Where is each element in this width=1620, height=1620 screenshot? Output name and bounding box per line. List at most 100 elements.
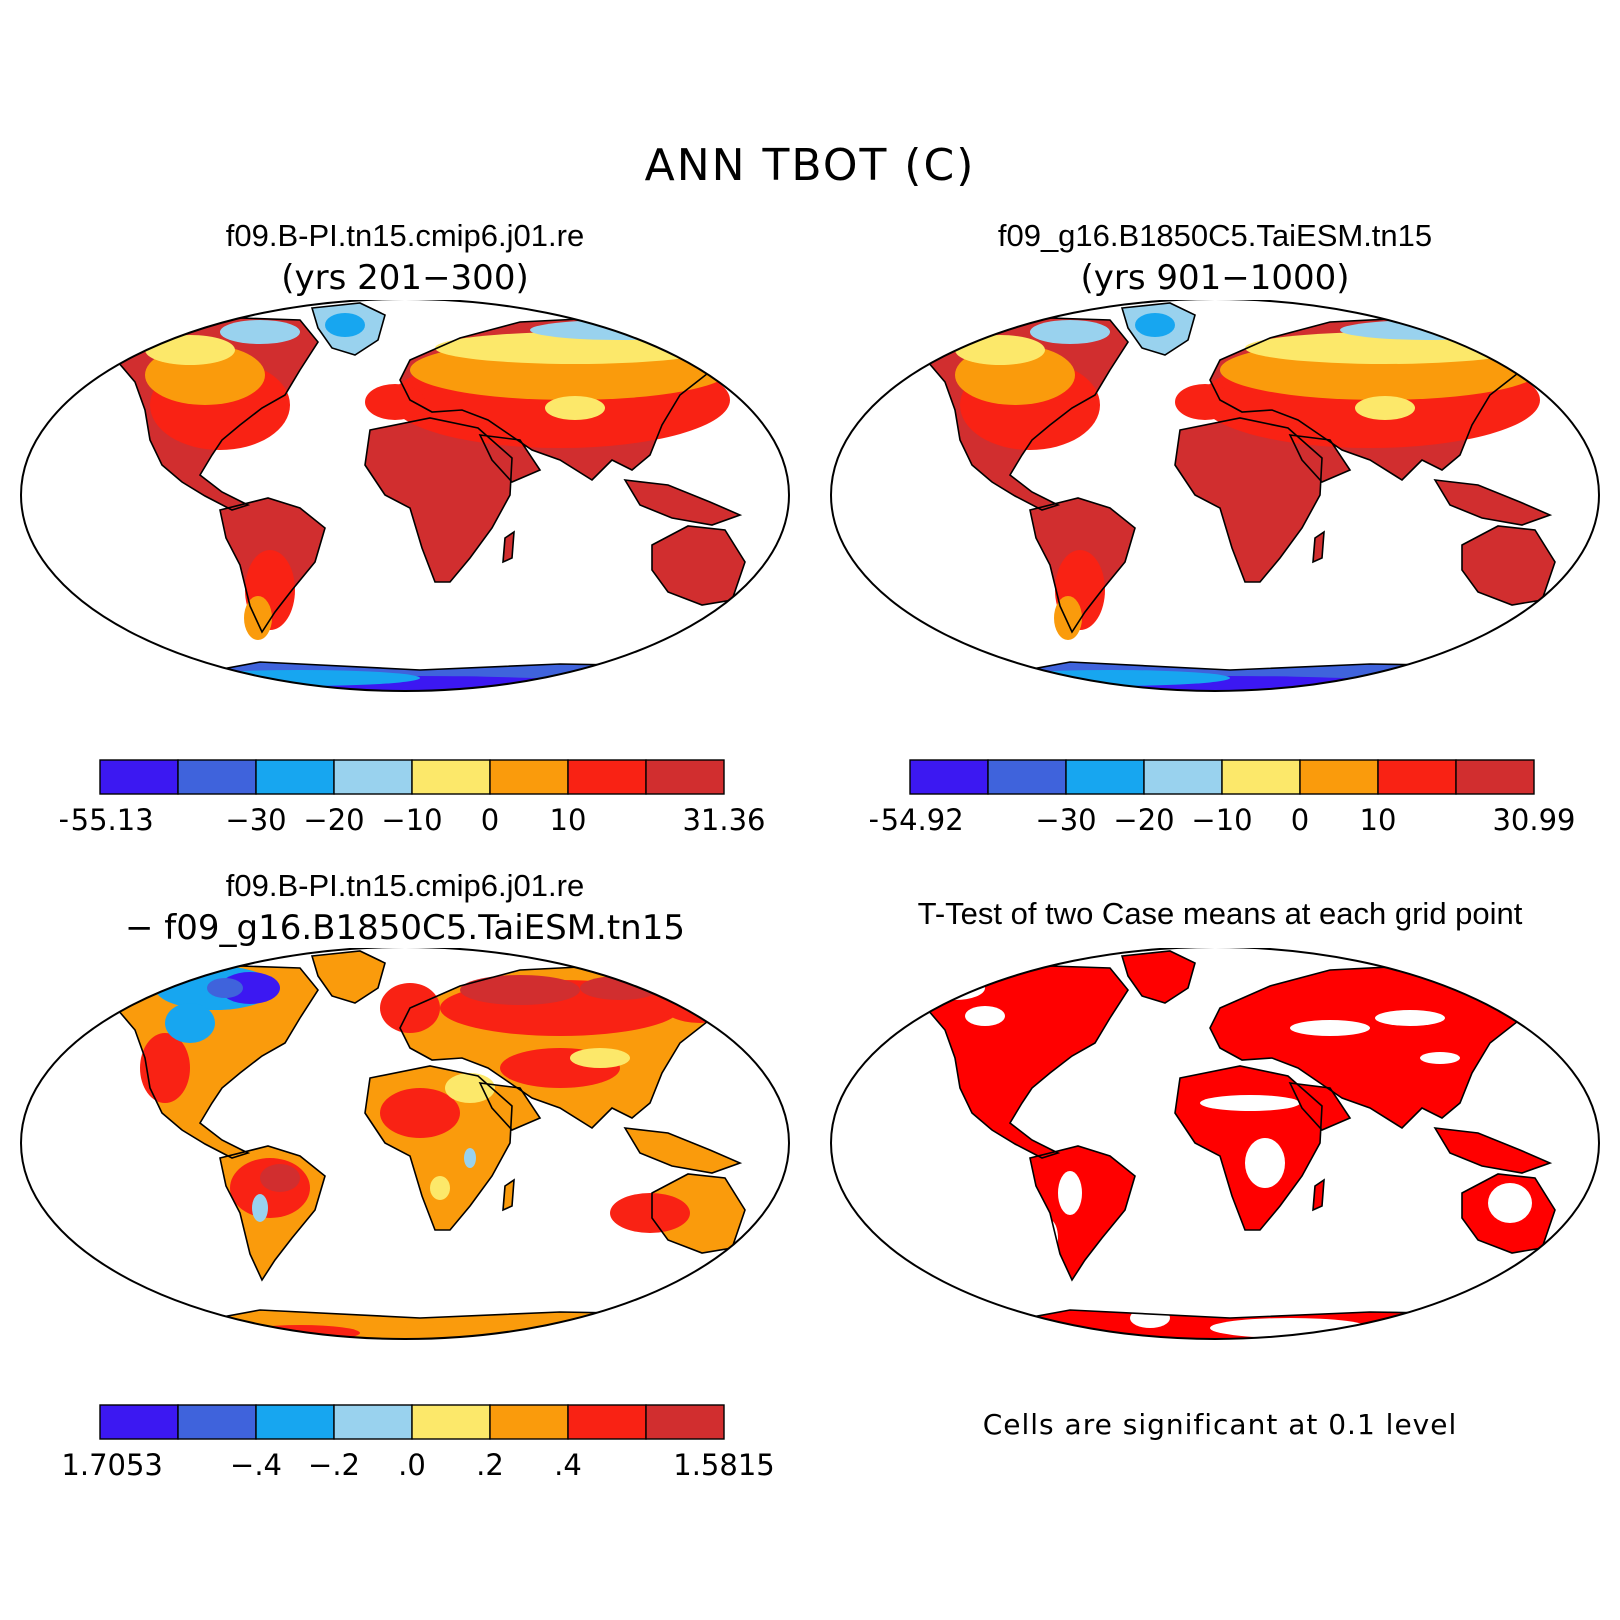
panel-1-subtitle: (yrs 201−300) <box>281 258 529 298</box>
land-madagascar <box>503 1180 514 1210</box>
map-panel-4 <box>830 948 1600 1340</box>
colorbar-label: 10 <box>1360 803 1397 837</box>
coastline-madagascar <box>1312 1178 1325 1212</box>
colorbar-label: 31.36 <box>682 803 765 837</box>
land-seasia <box>1435 1128 1550 1173</box>
moderate-cooling <box>207 978 243 998</box>
coastline-greenland <box>1120 302 1196 356</box>
warming-area <box>140 1033 190 1103</box>
figure-title: ANN TBOT (C) <box>644 140 976 191</box>
colorbar-swatch <box>1299 759 1379 795</box>
mild-band <box>244 596 272 640</box>
land-greenland <box>1122 951 1195 1003</box>
weak-cooling <box>252 1194 268 1222</box>
land-madagascar <box>1313 532 1324 562</box>
map-field <box>927 302 1556 691</box>
antarctic-warming <box>240 1325 360 1339</box>
colorbar-swatch <box>567 759 647 795</box>
land-madagascar <box>503 532 514 562</box>
coastline-arabia <box>478 434 542 483</box>
colorbar-label: .4 <box>554 1448 582 1482</box>
panel-1-title: f09.B-PI.tn15.cmip6.j01.re <box>225 218 585 253</box>
colorbar-panel-1: −55.13 −30 −20 −10 0 10 31.36 <box>60 759 766 837</box>
colorbar-swatch <box>99 759 179 795</box>
non-significant-area <box>1420 1052 1460 1064</box>
coastline-africa <box>1174 1065 1323 1231</box>
map-border <box>20 948 790 1340</box>
cold-band <box>530 320 710 340</box>
colorbar-label: −1.7053 <box>60 1448 163 1482</box>
colorbar-swatch <box>99 1404 179 1440</box>
non-significant-area <box>1488 1183 1532 1223</box>
cool-band <box>1355 396 1415 420</box>
map-border <box>20 300 790 692</box>
colorbar-label: .2 <box>476 1448 504 1482</box>
cool-band <box>955 335 1045 365</box>
non-significant-area <box>1058 1171 1082 1215</box>
coastline-greenland <box>310 302 386 356</box>
land-eurasia <box>1210 966 1540 1128</box>
colorbar-label: −10 <box>381 803 442 837</box>
land-madagascar <box>1313 1180 1324 1210</box>
map-field <box>117 302 746 691</box>
weak-change <box>430 1176 450 1200</box>
colorbar-panel-2: −54.92 −30 −20 −10 0 10 30.99 <box>870 759 1576 837</box>
coastline-na <box>117 317 319 511</box>
colorbar-swatch <box>411 1404 491 1440</box>
coastline-na <box>927 965 1129 1159</box>
cool-band <box>145 335 235 365</box>
land-africa <box>365 418 512 582</box>
weak-change <box>570 1048 630 1068</box>
map-border <box>830 948 1600 1340</box>
non-significant-area <box>965 1006 1005 1026</box>
coastline-madagascar <box>1312 530 1325 564</box>
mild-band <box>1054 596 1082 640</box>
coastline-africa <box>364 1065 513 1231</box>
map-field <box>925 950 1556 1339</box>
cooling-area <box>165 1003 215 1043</box>
cool-band <box>545 396 605 420</box>
land-arabia <box>1290 1083 1350 1130</box>
coastline-na <box>117 965 319 1159</box>
non-significant-area <box>1375 1010 1445 1026</box>
coastline-africa <box>364 417 513 583</box>
coastline-sa <box>219 497 326 634</box>
coastline-seasia <box>1433 479 1553 526</box>
coastline-greenland <box>310 950 386 1004</box>
antarctic-cooling <box>160 1325 240 1339</box>
coastline-sa <box>1029 497 1136 634</box>
colorbar-label: 0 <box>1291 803 1309 837</box>
colorbar-swatch <box>177 759 257 795</box>
coastline-arabia <box>1288 1082 1352 1131</box>
colorbar-label: −30 <box>225 803 286 837</box>
land-australia <box>652 1174 745 1253</box>
colorbar-label: −30 <box>1035 803 1096 837</box>
warm-band <box>1175 384 1235 420</box>
colorbar-label: −.4 <box>230 1448 282 1482</box>
warm-band <box>365 384 425 420</box>
colorbar-label: −10 <box>1191 803 1252 837</box>
non-significant-area <box>1130 1308 1170 1328</box>
coastline-seasia <box>623 479 743 526</box>
map-panel-1 <box>20 300 790 692</box>
coastline-africa <box>1174 417 1323 583</box>
colorbar-label: −54.92 <box>870 803 964 837</box>
land-arabia <box>480 435 540 482</box>
colorbar-swatch <box>645 1404 725 1440</box>
colorbar-swatch <box>333 759 413 795</box>
land-seasia <box>625 480 740 525</box>
coastline-seasia <box>1433 1127 1553 1174</box>
coastline-madagascar <box>502 530 515 564</box>
colorbar-swatch <box>1143 759 1223 795</box>
colorbar-label: 10 <box>550 803 587 837</box>
land-seasia <box>1435 480 1550 525</box>
cold-band <box>1340 320 1520 340</box>
land-australia <box>1462 526 1555 605</box>
colorbar-swatch <box>333 1404 413 1440</box>
land-na <box>928 966 1128 1158</box>
greenland-interior <box>1135 313 1175 337</box>
colorbar-label: −55.13 <box>60 803 154 837</box>
colorbar-swatch <box>489 759 569 795</box>
colorbar-swatch <box>1065 759 1145 795</box>
antarctic-interior <box>190 676 650 691</box>
